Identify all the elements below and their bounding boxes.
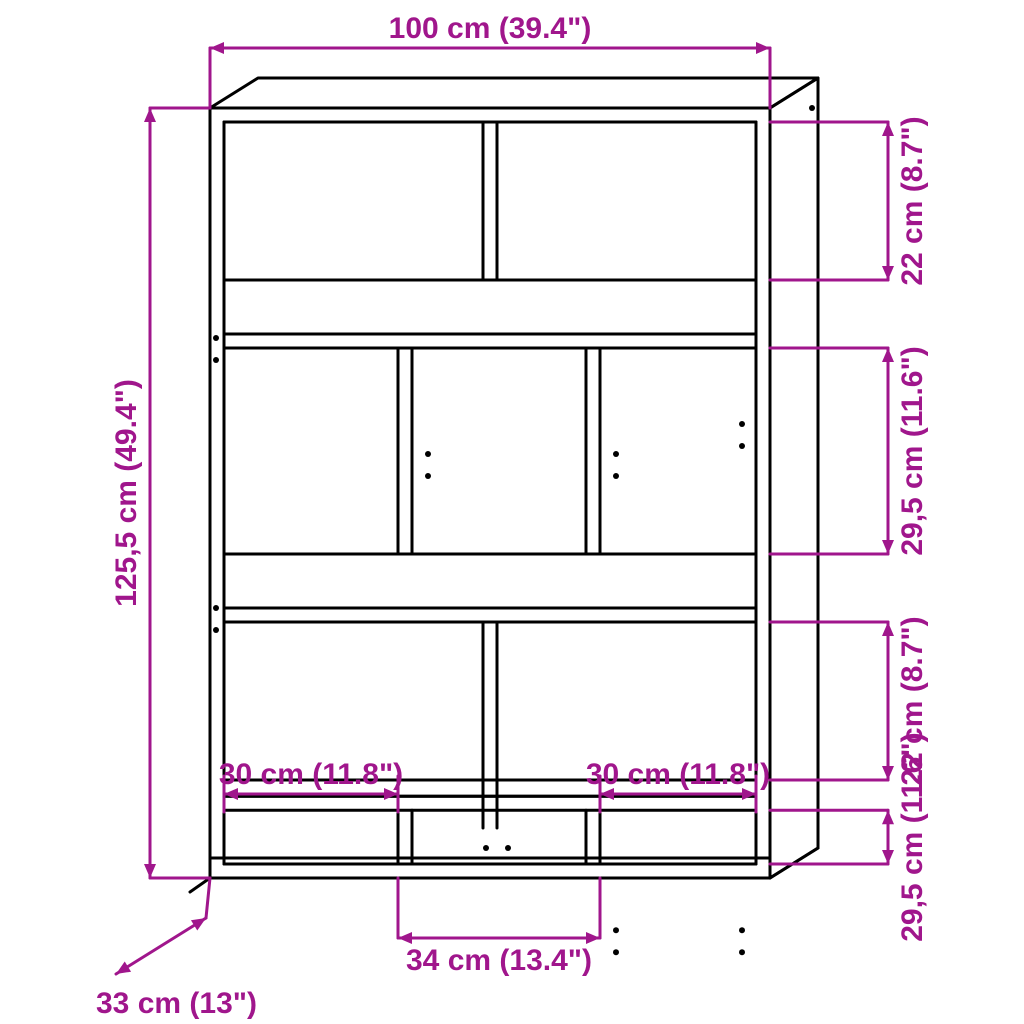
dim-row1: 22 cm (8.7") [896, 116, 929, 285]
dim-row4: 29,5 cm (11.6") [896, 732, 929, 941]
dim-overall-width: 100 cm (39.4") [389, 12, 592, 45]
dim-row2: 29,5 cm (11.6") [896, 346, 929, 555]
dim-overall-height: 125,5 cm (49.4") [110, 379, 143, 607]
dim-compartment-center: 34 cm (13.4") [406, 944, 592, 977]
dim-compartment-right: 30 cm (11.8") [586, 758, 770, 791]
furniture-dimension-diagram: 100 cm (39.4") 125,5 cm (49.4") 33 cm (13"… [0, 0, 1024, 1024]
dim-compartment-left: 30 cm (11.8") [219, 758, 403, 791]
dim-depth: 33 cm (13") [96, 987, 257, 1020]
